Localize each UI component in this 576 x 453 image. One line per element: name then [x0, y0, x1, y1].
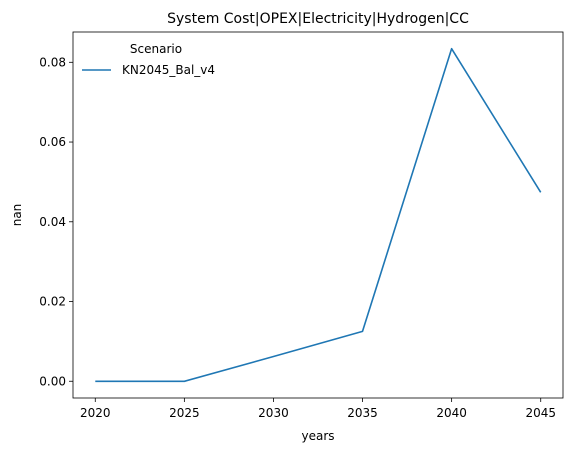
- legend-label-kn2045-bal-v4: KN2045_Bal_v4: [122, 63, 215, 77]
- x-tick-label: 2040: [436, 406, 467, 420]
- plot-frame: [72, 31, 564, 399]
- x-tick-label: 2030: [258, 406, 289, 420]
- y-tick-label: 0.06: [39, 135, 66, 149]
- legend-title: Scenario: [130, 42, 182, 56]
- x-tick-label: 2020: [80, 406, 111, 420]
- y-tick-label: 0.00: [39, 374, 66, 388]
- y-tick-label: 0.08: [39, 55, 66, 69]
- x-axis: 2020 2025 2030 2035 2040 2045: [80, 398, 556, 420]
- chart-title: System Cost|OPEX|Electricity|Hydrogen|CC: [167, 11, 469, 27]
- y-axis: 0.00 0.02 0.04 0.06 0.08: [39, 55, 73, 388]
- series-line-kn2045-bal-v4: [95, 47, 542, 383]
- y-tick-label: 0.04: [39, 215, 66, 229]
- x-tick-label: 2045: [525, 406, 556, 420]
- y-axis-label: nan: [10, 204, 24, 227]
- x-tick-label: 2035: [347, 406, 378, 420]
- y-tick-label: 0.02: [39, 295, 66, 309]
- x-tick-label: 2025: [169, 406, 200, 420]
- x-axis-label: years: [301, 429, 334, 443]
- legend: Scenario KN2045_Bal_v4: [82, 42, 215, 77]
- series-layer: [95, 47, 542, 383]
